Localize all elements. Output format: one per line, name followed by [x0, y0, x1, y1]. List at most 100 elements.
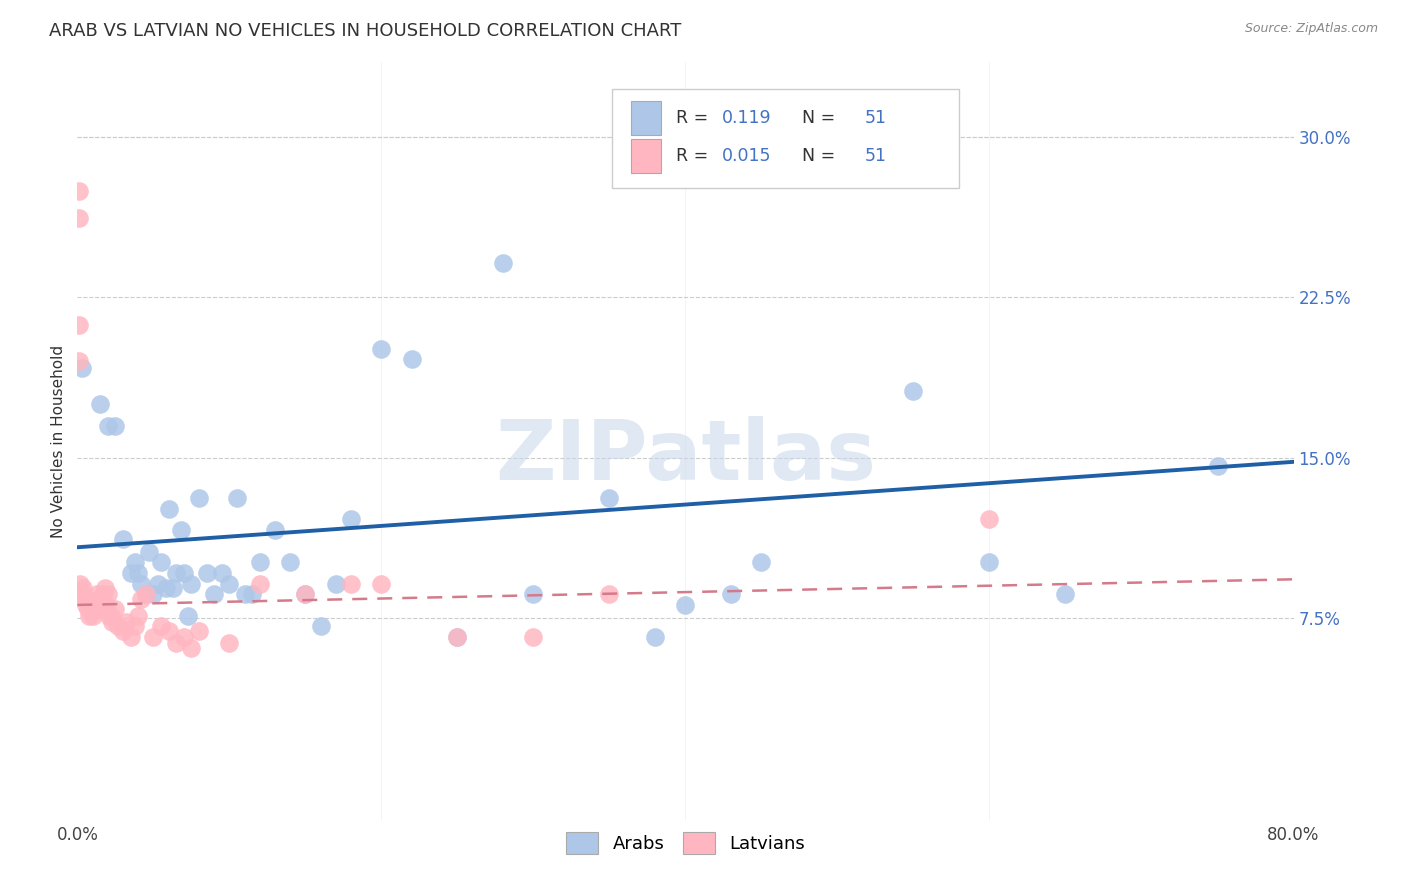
Point — [84, 602, 107, 616]
Point — [124, 555, 146, 569]
Point — [89, 397, 111, 411]
Point — [492, 256, 515, 270]
Point — [644, 630, 666, 644]
Text: R =: R = — [676, 109, 713, 127]
Point — [522, 587, 544, 601]
Text: 0.015: 0.015 — [721, 146, 772, 165]
Point — [146, 576, 169, 591]
Point — [751, 555, 773, 569]
Point — [173, 566, 195, 580]
Point — [522, 630, 544, 644]
Point — [90, 602, 112, 616]
Point — [86, 587, 108, 601]
Point — [120, 630, 142, 644]
Point — [157, 624, 180, 638]
Point — [226, 491, 249, 505]
Text: R =: R = — [676, 146, 713, 165]
Point — [107, 619, 129, 633]
Point — [720, 587, 742, 601]
Point — [249, 576, 271, 591]
Point — [1054, 587, 1077, 601]
Point — [87, 602, 110, 616]
Point — [67, 211, 90, 226]
Y-axis label: No Vehicles in Household: No Vehicles in Household — [51, 345, 66, 538]
Bar — [631, 101, 661, 135]
Point — [89, 591, 111, 606]
Point — [77, 602, 100, 616]
Point — [115, 615, 138, 629]
Point — [325, 576, 347, 591]
Point — [401, 352, 423, 367]
Point — [149, 619, 172, 633]
Point — [101, 615, 124, 629]
Point — [127, 566, 149, 580]
Point — [73, 591, 96, 606]
Point — [340, 576, 363, 591]
Point — [100, 608, 122, 623]
Point — [1206, 459, 1229, 474]
Point — [446, 630, 468, 644]
Point — [135, 587, 157, 601]
Point — [93, 581, 115, 595]
Point — [138, 544, 160, 558]
Text: 51: 51 — [865, 146, 886, 165]
Point — [598, 587, 620, 601]
Text: Source: ZipAtlas.com: Source: ZipAtlas.com — [1244, 22, 1378, 36]
Point — [598, 491, 620, 505]
Point — [173, 630, 195, 644]
Point — [69, 576, 91, 591]
Point — [149, 555, 172, 569]
Point — [218, 636, 240, 650]
Point — [294, 587, 316, 601]
Point — [370, 342, 392, 356]
Point — [111, 624, 134, 638]
Point — [135, 587, 157, 601]
Point — [188, 624, 211, 638]
FancyBboxPatch shape — [613, 89, 959, 187]
Point — [104, 602, 127, 616]
Point — [142, 630, 165, 644]
Point — [446, 630, 468, 644]
Point — [249, 555, 271, 569]
Text: 51: 51 — [865, 109, 886, 127]
Legend: Arabs, Latvians: Arabs, Latvians — [558, 824, 813, 861]
Point — [903, 384, 925, 399]
Point — [91, 587, 114, 601]
Point — [202, 587, 225, 601]
Point — [309, 619, 332, 633]
Point — [218, 576, 240, 591]
Point — [340, 512, 363, 526]
Point — [165, 636, 187, 650]
Point — [82, 608, 104, 623]
Point — [72, 581, 94, 595]
Point — [124, 619, 146, 633]
Point — [75, 598, 97, 612]
Point — [70, 360, 93, 375]
Point — [142, 587, 165, 601]
Point — [264, 523, 287, 537]
Point — [98, 608, 121, 623]
Point — [294, 587, 316, 601]
Point — [278, 555, 301, 569]
Point — [157, 501, 180, 516]
Point — [233, 587, 256, 601]
Point — [97, 418, 120, 433]
Point — [370, 576, 392, 591]
Point — [67, 354, 90, 368]
Point — [177, 608, 200, 623]
Point — [67, 318, 90, 333]
Point — [96, 598, 118, 612]
Point — [97, 587, 120, 601]
Text: N =: N = — [792, 109, 841, 127]
Point — [170, 523, 193, 537]
Text: ARAB VS LATVIAN NO VEHICLES IN HOUSEHOLD CORRELATION CHART: ARAB VS LATVIAN NO VEHICLES IN HOUSEHOLD… — [49, 22, 682, 40]
Point — [104, 418, 127, 433]
Point — [129, 576, 152, 591]
Point — [70, 587, 93, 601]
Point — [120, 566, 142, 580]
Point — [83, 602, 105, 616]
Point — [67, 184, 90, 198]
Point — [675, 598, 697, 612]
Point — [180, 576, 202, 591]
Point — [155, 581, 177, 595]
